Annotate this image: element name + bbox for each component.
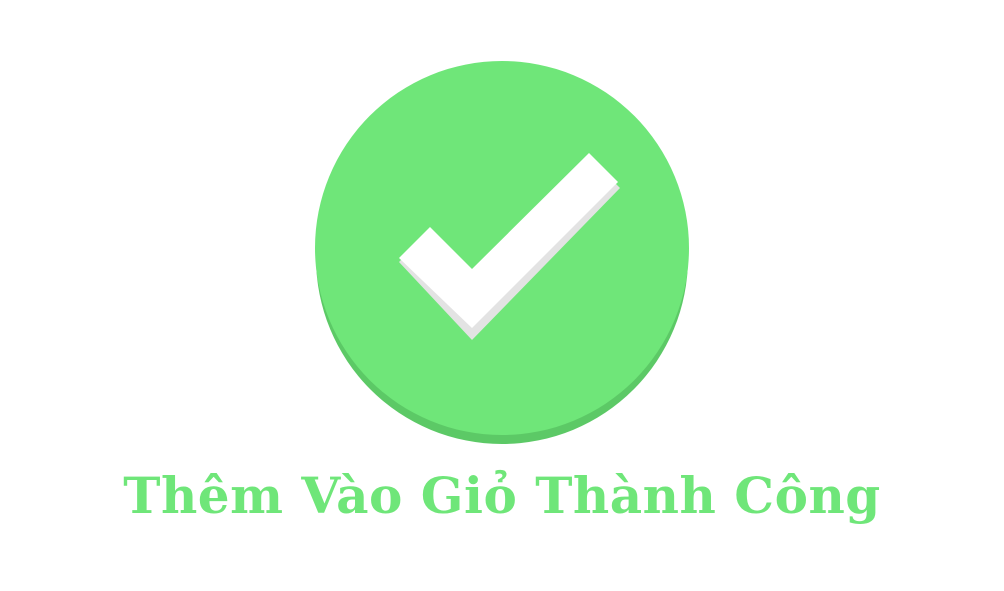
checkmark xyxy=(399,153,618,328)
check-circle-icon xyxy=(315,61,689,444)
success-graphic xyxy=(300,55,704,455)
success-message: Thêm Vào Giỏ Thành Công xyxy=(123,466,881,525)
